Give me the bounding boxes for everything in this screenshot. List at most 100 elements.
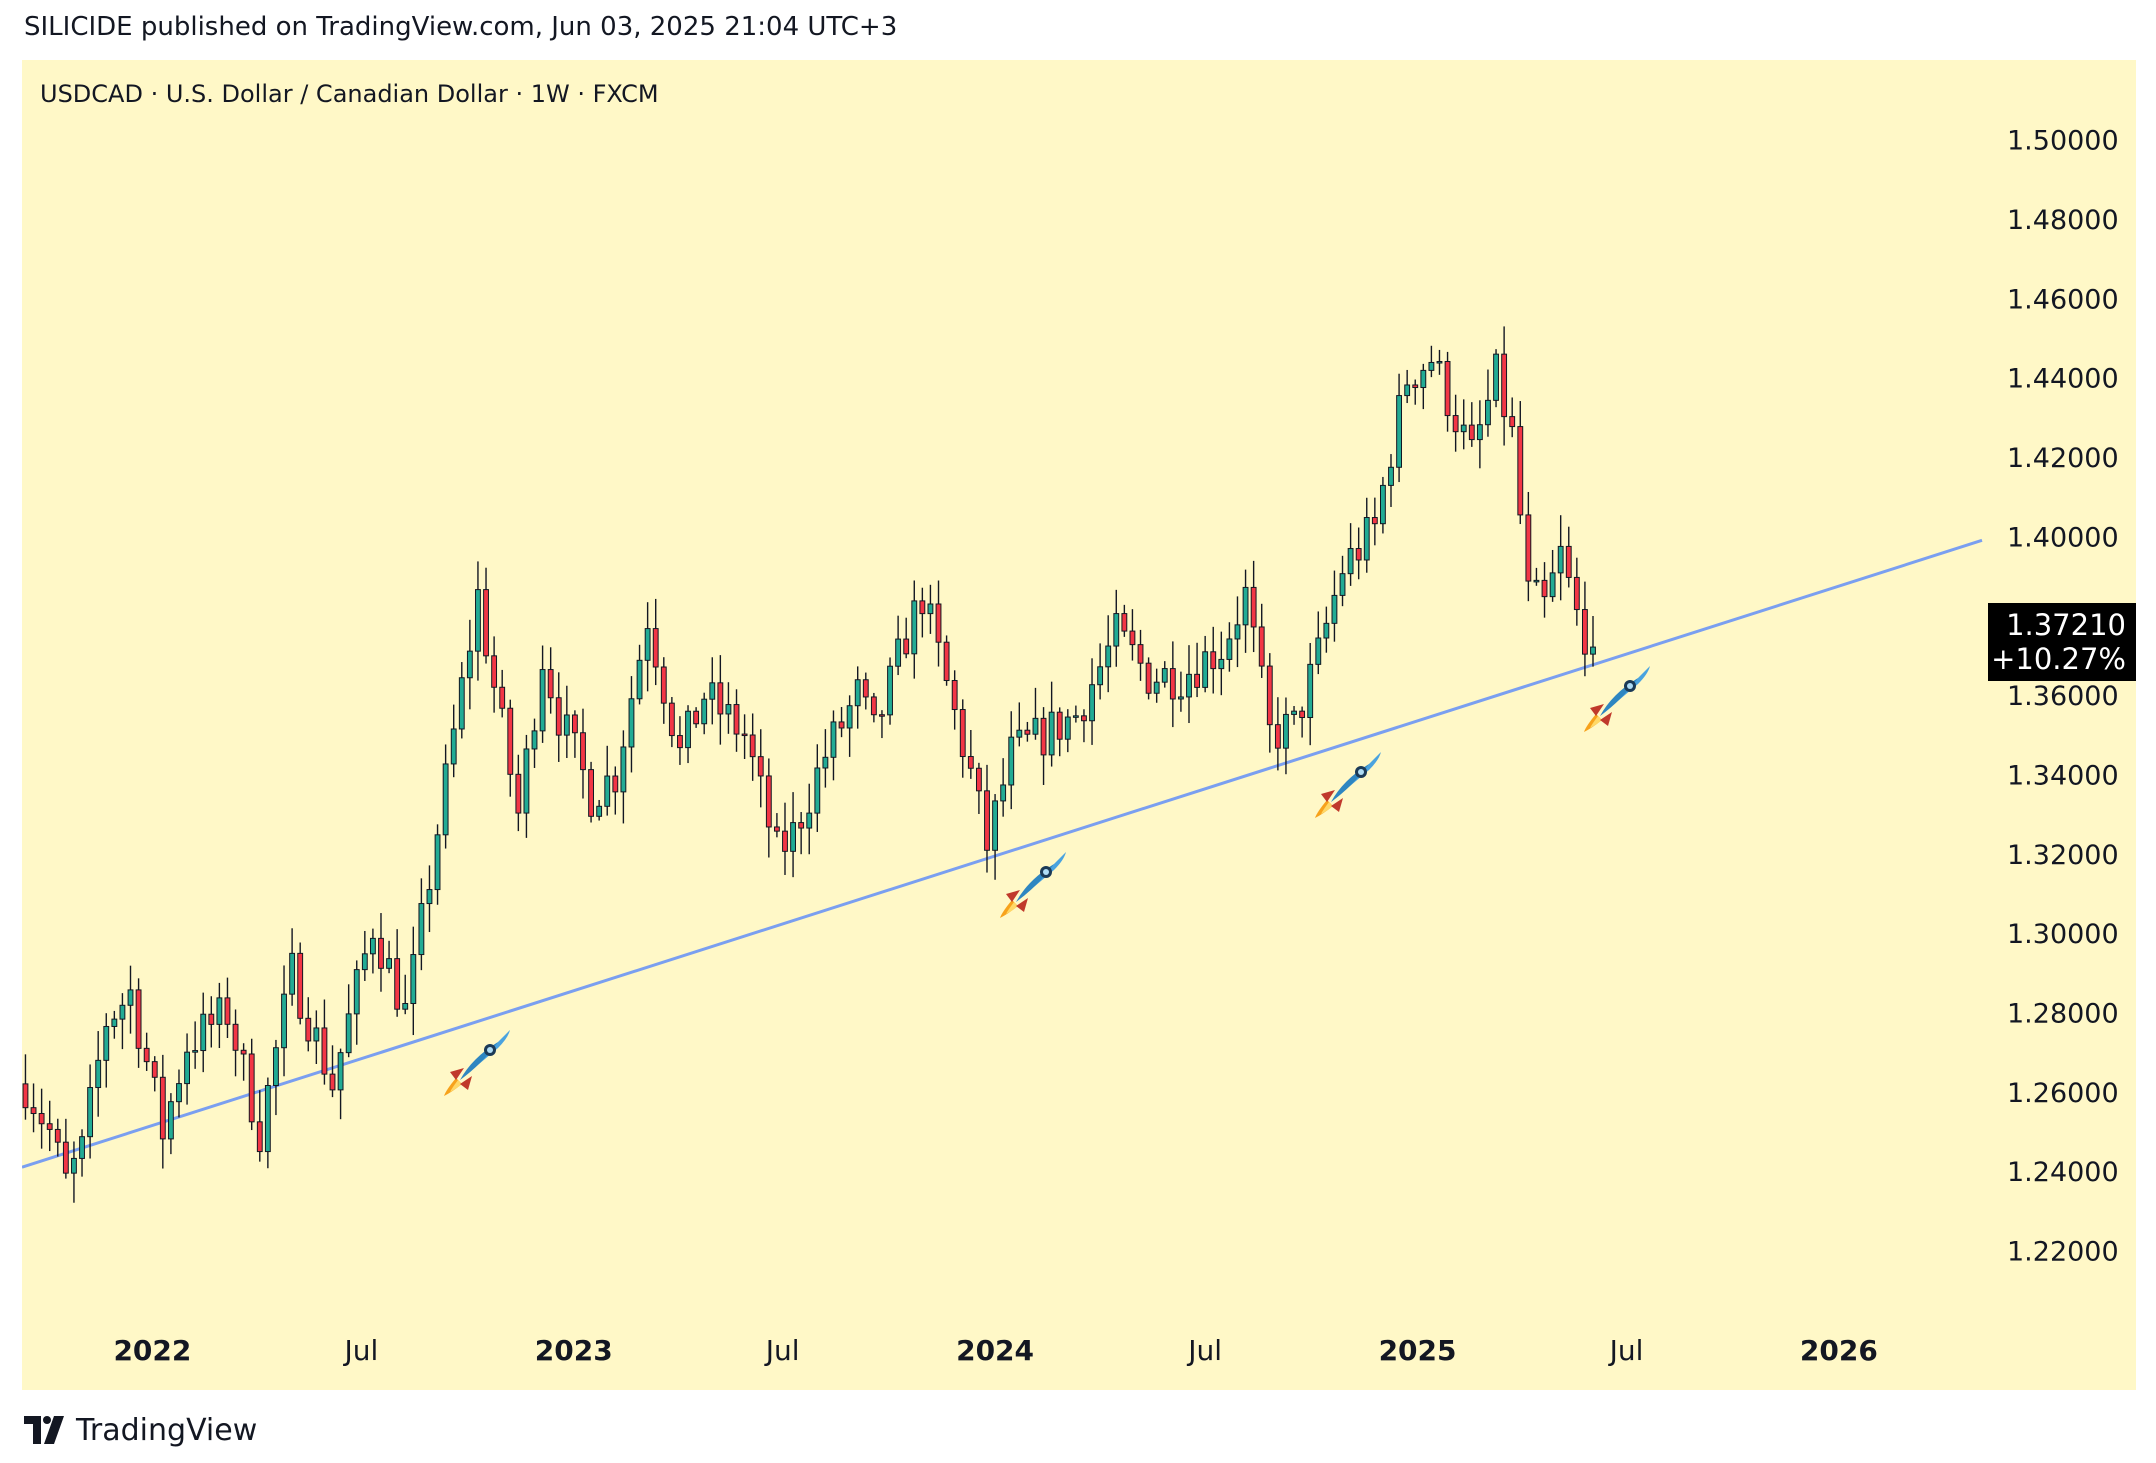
candle [127, 965, 134, 1034]
candle [911, 580, 918, 679]
candle [580, 708, 586, 799]
candle [507, 699, 514, 797]
candle [1485, 369, 1491, 437]
candle [1072, 705, 1079, 723]
candle [434, 824, 441, 905]
candle [943, 635, 950, 686]
x-tick-label: 2026 [1800, 1334, 1878, 1367]
candle [1000, 758, 1007, 817]
candle [814, 744, 821, 832]
candle [22, 1054, 29, 1120]
candle [46, 1100, 53, 1152]
candle [628, 676, 635, 773]
candle [103, 1013, 110, 1088]
candle [151, 1056, 158, 1092]
candle [1291, 706, 1297, 725]
candle [782, 802, 788, 875]
candle [1024, 721, 1031, 742]
time-axis[interactable]: 2022 Jul 2023 Jul 2024 Jul 2025 Jul 2026 [113, 1334, 1877, 1367]
candle [337, 1048, 344, 1120]
candle [483, 567, 489, 664]
candle [466, 619, 473, 710]
candle [111, 1010, 118, 1039]
candle [1355, 527, 1362, 580]
candle [143, 1032, 150, 1071]
candle [563, 685, 570, 759]
candle [1452, 394, 1459, 452]
y-tick-label: 1.40000 [2007, 522, 2119, 553]
candle [1032, 687, 1039, 740]
candle [329, 1045, 336, 1098]
candle [588, 761, 594, 823]
y-tick-label: 1.44000 [2007, 364, 2119, 395]
candle [38, 1088, 45, 1149]
candle [1379, 476, 1386, 534]
candle [1266, 653, 1273, 753]
candle [87, 1064, 94, 1159]
candle [1250, 560, 1257, 653]
candle [749, 713, 756, 781]
candle [1113, 589, 1120, 667]
candle [208, 996, 215, 1048]
candle [1460, 399, 1467, 450]
candle [305, 997, 312, 1052]
candle [806, 783, 813, 855]
candle [54, 1118, 61, 1157]
candle [1412, 379, 1419, 405]
candle [442, 744, 449, 849]
chart-panel[interactable]: 1.22000 1.24000 1.26000 1.28000 1.30000 1.320… [22, 60, 2136, 1390]
candle [1202, 635, 1209, 693]
candle [870, 692, 877, 723]
candle [1097, 643, 1104, 700]
support-trendline[interactable] [22, 538, 1983, 1169]
candle [1040, 707, 1047, 785]
candle [458, 662, 465, 739]
last-price-label: 1.37210 +10.27% [1988, 603, 2136, 681]
x-tick-label: Jul [1186, 1334, 1222, 1367]
candle [830, 710, 837, 781]
candle [547, 647, 554, 714]
candle [1145, 657, 1152, 700]
candle [709, 657, 716, 725]
candle [927, 584, 934, 634]
candle [418, 878, 425, 971]
tradingview-branding[interactable]: TradingView [24, 1413, 257, 1448]
y-tick-label: 1.22000 [2007, 1236, 2119, 1267]
candle [1161, 661, 1168, 688]
candle [1517, 401, 1524, 525]
y-tick-label: 1.36000 [2007, 681, 2119, 712]
candle [644, 602, 651, 692]
candle [741, 714, 748, 760]
candle [539, 645, 546, 743]
candle [790, 792, 796, 878]
y-tick-label: 1.46000 [2007, 284, 2119, 315]
candle [596, 799, 603, 821]
rocket-icon [442, 1028, 512, 1098]
candle [725, 682, 732, 734]
candle [281, 965, 287, 1077]
candle [1525, 491, 1532, 602]
y-tick-label: 1.32000 [2007, 840, 2119, 871]
candle [1283, 697, 1289, 775]
candle [612, 766, 619, 815]
price-chart[interactable]: 1.22000 1.24000 1.26000 1.28000 1.30000 1.320… [22, 60, 2136, 1390]
candle [378, 913, 384, 992]
candle [1210, 626, 1217, 694]
candle [604, 745, 611, 816]
candle [1339, 555, 1346, 607]
candle [773, 813, 780, 838]
candle [1129, 609, 1136, 661]
candlesticks [22, 326, 1596, 1203]
candle [668, 697, 675, 748]
price-axis[interactable]: 1.22000 1.24000 1.26000 1.28000 1.30000 1.320… [2007, 126, 2119, 1268]
candle [402, 974, 409, 1015]
candle [192, 1021, 199, 1069]
candle [1396, 373, 1403, 483]
candle [1444, 351, 1451, 432]
candle [992, 794, 998, 880]
candle [79, 1129, 85, 1177]
candle [984, 764, 990, 873]
candle [1242, 569, 1249, 653]
candle [701, 692, 708, 735]
candle [410, 926, 417, 1036]
